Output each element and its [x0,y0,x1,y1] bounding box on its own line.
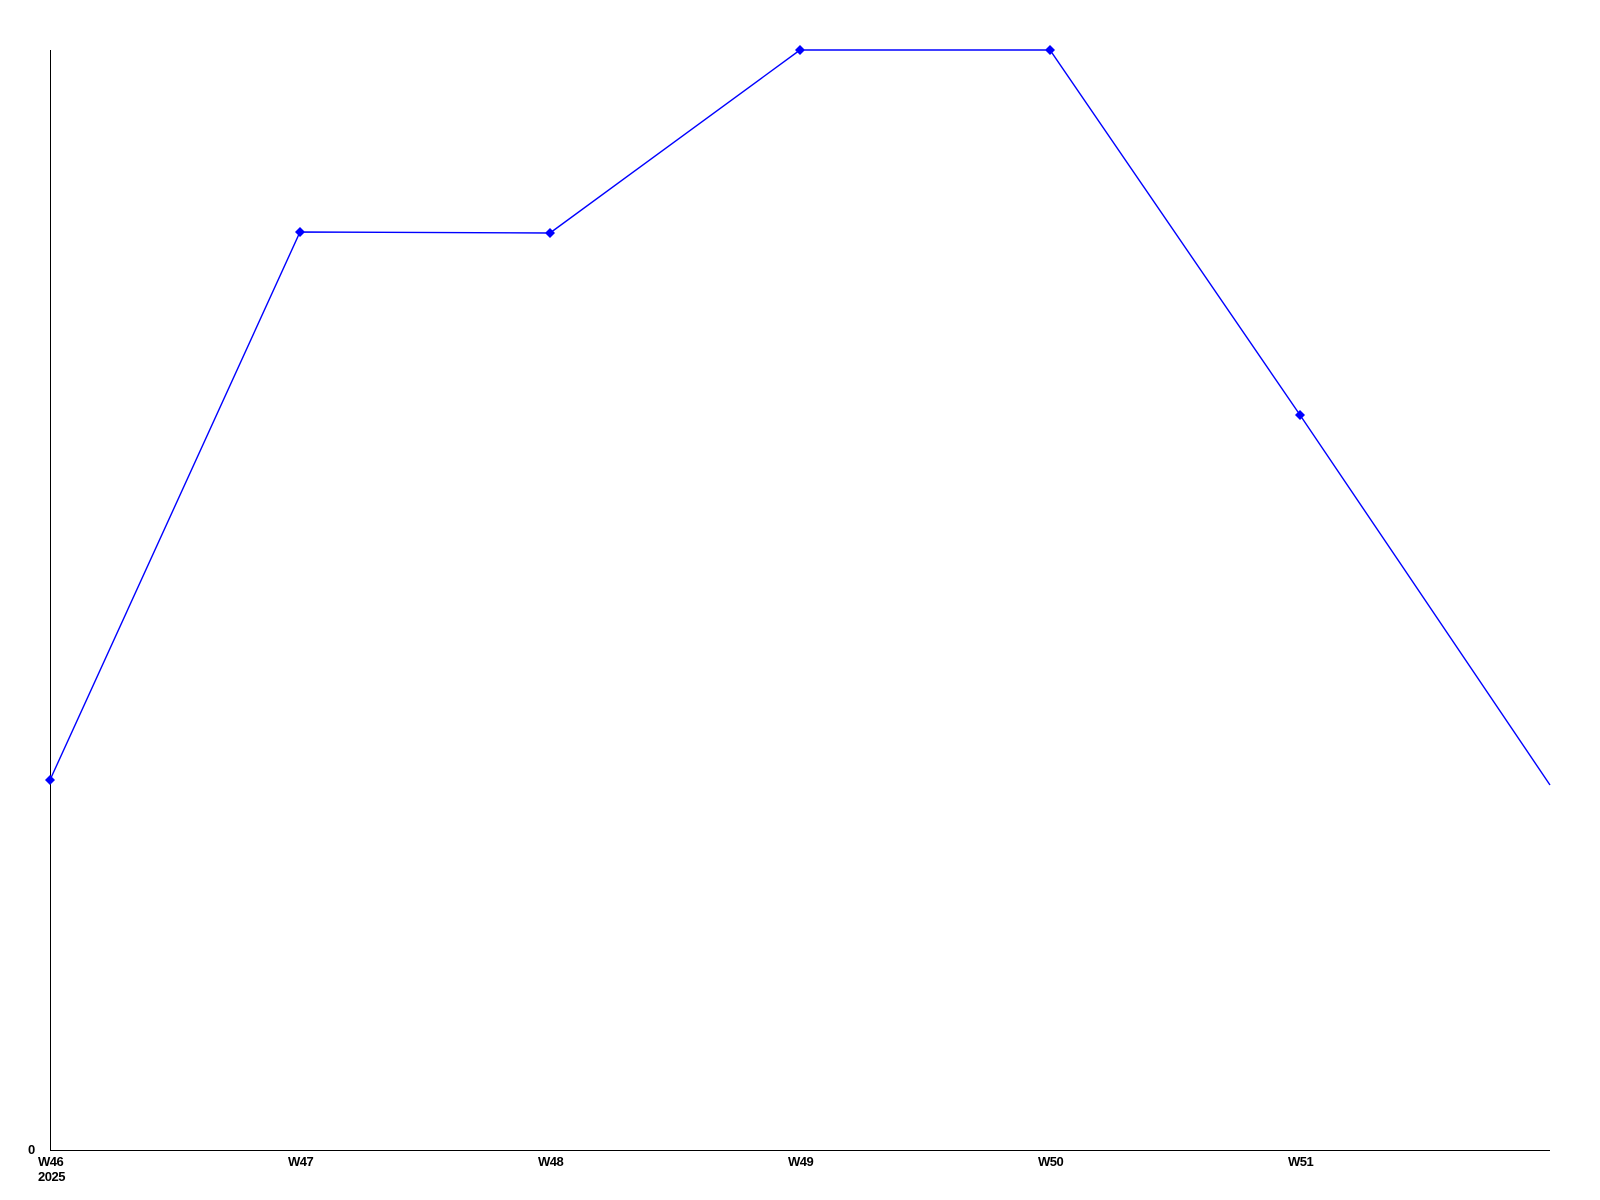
svg-text:W47: W47 [288,1154,314,1169]
svg-text:W46: W46 [38,1154,64,1169]
svg-text:W48: W48 [538,1154,564,1169]
svg-text:W51: W51 [1288,1154,1314,1169]
svg-text:W50: W50 [1038,1154,1064,1169]
svg-text:2025: 2025 [38,1169,65,1184]
svg-text:W49: W49 [788,1154,814,1169]
svg-text:0: 0 [28,1142,35,1157]
